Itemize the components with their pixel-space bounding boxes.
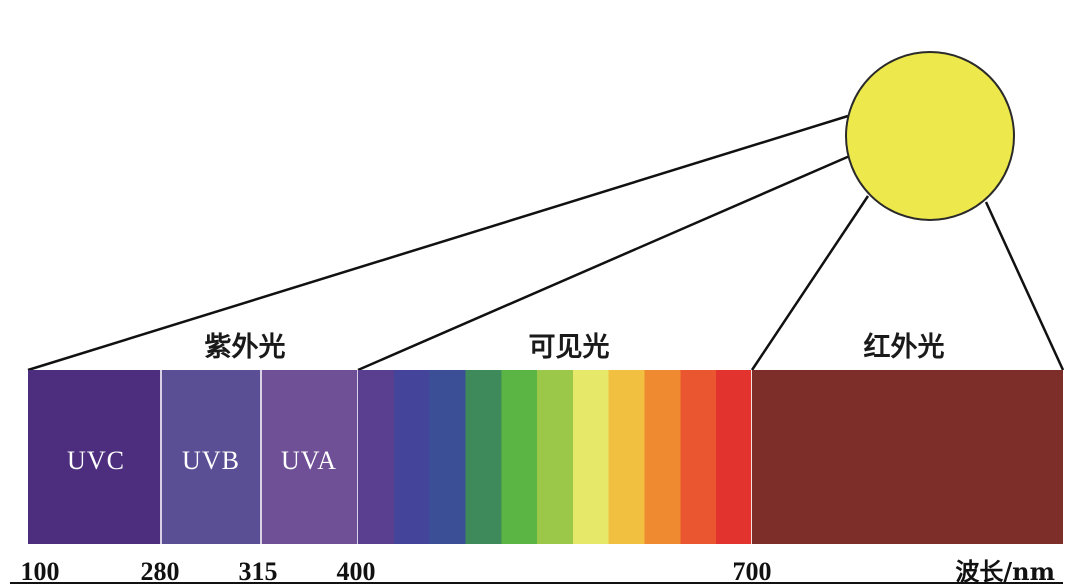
tick-label-315: 315: [239, 557, 278, 586]
uvb-band: [161, 370, 261, 544]
ray-uv-left: [27, 114, 849, 372]
visible-band: [358, 370, 752, 544]
band-label-visible: 可见光: [529, 332, 610, 363]
uva-label: UVA: [281, 446, 337, 475]
ray-ir-right: [984, 201, 1065, 371]
ray-ir-left: [750, 195, 870, 371]
uva-band: [261, 370, 358, 544]
tick-label-400: 400: [337, 557, 376, 586]
tick-label-700: 700: [733, 557, 772, 586]
axis-unit-label: 波长/nm: [955, 557, 1055, 586]
sun-icon: [845, 51, 1015, 221]
tick-label-100: 100: [21, 557, 60, 586]
infrared-band: [752, 370, 1063, 544]
ray-uv-right: [357, 153, 853, 372]
uvb-label: UVB: [182, 446, 240, 475]
band-label-uv: 紫外光: [205, 332, 286, 363]
uvc-band: [28, 370, 161, 544]
uvc-label: UVC: [67, 446, 125, 475]
band-label-infrared: 红外光: [864, 331, 945, 363]
tick-label-280: 280: [141, 557, 180, 586]
